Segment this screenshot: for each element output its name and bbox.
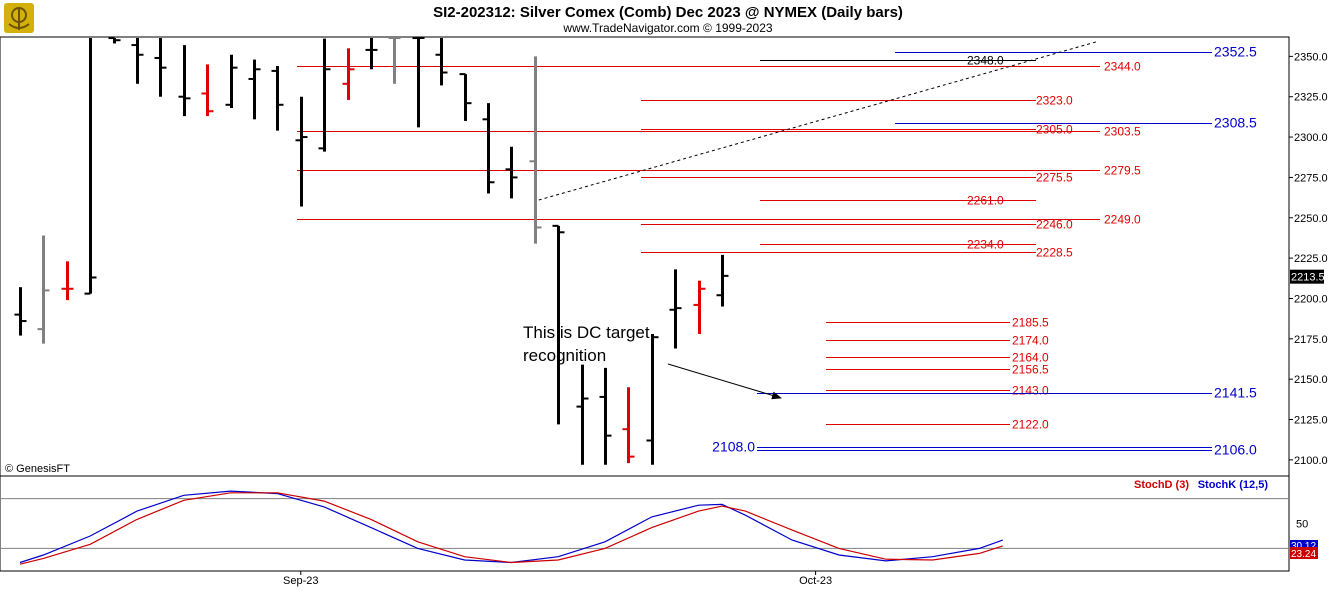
- price-axis-area: [1289, 37, 1336, 571]
- chart-subtitle: www.TradeNavigator.com © 1999-2023: [562, 21, 772, 35]
- ohlc-bar: [693, 280, 706, 334]
- level-label-2308.5: 2308.5: [1214, 115, 1257, 131]
- price-tick-label: 2275.0: [1294, 172, 1328, 184]
- last-price-badge: [1290, 269, 1324, 284]
- level-label-2141.5: 2141.5: [1214, 385, 1257, 401]
- level-label-2305.0: 2305.0: [1036, 123, 1073, 137]
- price-tick-label: 2125.0: [1294, 415, 1328, 427]
- ohlc-bar: [271, 66, 284, 131]
- level-label-2279.5: 2279.5: [1104, 164, 1141, 178]
- ohlc-bar: [131, 38, 144, 84]
- level-label-2143.0: 2143.0: [1012, 384, 1049, 398]
- stochd-value-label: 23.24: [1291, 549, 1316, 560]
- ohlc-bar: [365, 38, 378, 70]
- chart-title: SI2-202312: Silver Comex (Comb) Dec 2023…: [433, 4, 903, 21]
- ohlc-bar: [295, 96, 308, 207]
- level-label-2122.0: 2122.0: [1012, 418, 1049, 432]
- ohlc-bar: [505, 146, 518, 199]
- level-label-2275.5: 2275.5: [1036, 171, 1073, 185]
- price-tick-label: 2300.0: [1294, 132, 1328, 144]
- price-tick-label: 2200.0: [1294, 293, 1328, 305]
- level-label-2228.5: 2228.5: [1036, 246, 1073, 260]
- ohlc-bar: [576, 364, 589, 465]
- price-tick-label: 2100.0: [1294, 455, 1328, 467]
- stoch-tick-label: 50: [1296, 519, 1308, 531]
- stochd-value-badge: [1290, 547, 1318, 559]
- ohlc-bar: [108, 37, 121, 44]
- ohlc-bar: [37, 235, 50, 344]
- annotation-line-1: This is DC target: [523, 323, 650, 342]
- annotation-arrow: [667, 363, 782, 400]
- level-label-2352.5: 2352.5: [1214, 44, 1257, 60]
- ohlc-bar: [318, 38, 331, 152]
- watermark: © GenesisFT: [5, 463, 70, 475]
- level-label-2323.0: 2323.0: [1036, 94, 1073, 108]
- ohlc-bar: [459, 73, 472, 121]
- ohlc-bar: [716, 254, 729, 307]
- level-label-2249.0: 2249.0: [1104, 213, 1141, 227]
- price-tick-label: 2325.0: [1294, 92, 1328, 104]
- ohlc-bar: [599, 367, 612, 465]
- level-label-2234.0: 2234.0: [967, 238, 1004, 252]
- x-tick-label: Sep-23: [283, 575, 318, 587]
- stochk-line: [19, 490, 1004, 564]
- ohlc-bar: [248, 59, 261, 120]
- price-tick-label: 2150.0: [1294, 374, 1328, 386]
- ohlc-bar: [388, 37, 401, 84]
- ohlc-bar: [529, 56, 542, 244]
- price-tick-label: 2175.0: [1294, 334, 1328, 346]
- ohlc-bar: [552, 224, 565, 425]
- stochk-legend: StochK (12,5): [1198, 479, 1269, 491]
- last-price-label: 2213.5: [1291, 272, 1325, 284]
- ohlc-bar: [61, 261, 74, 301]
- x-tick-label: Oct-23: [799, 575, 832, 587]
- ohlc-bar: [178, 45, 191, 117]
- price-tick-label: 2250.0: [1294, 213, 1328, 225]
- level-label-2185.5: 2185.5: [1012, 316, 1049, 330]
- ohlc-bar: [84, 38, 97, 295]
- level-label-2106.0: 2106.0: [1214, 442, 1257, 458]
- ohlc-bar: [342, 48, 355, 100]
- level-label-2348.0: 2348.0: [967, 54, 1004, 68]
- trade-navigator-logo-icon: [4, 3, 34, 33]
- level-label-2156.5: 2156.5: [1012, 363, 1049, 377]
- ohlc-bar: [669, 269, 682, 349]
- stochk-value-label: 30.12: [1291, 541, 1316, 552]
- dotted-trendline: [538, 41, 1097, 201]
- stochd-line: [19, 492, 1003, 565]
- price-tick-label: 2350.0: [1294, 51, 1328, 63]
- stochastic-panel: [0, 475, 1290, 572]
- level-label-2174.0: 2174.0: [1012, 334, 1049, 348]
- level-label-2344.0: 2344.0: [1104, 60, 1141, 74]
- ohlc-bar: [154, 38, 167, 97]
- ohlc-bar: [482, 103, 495, 194]
- ohlc-bar: [622, 387, 635, 464]
- stochd-legend: StochD (3): [1134, 479, 1189, 491]
- level-label-2164.0: 2164.0: [1012, 351, 1049, 365]
- ohlc-bar: [201, 64, 214, 117]
- ohlc-bar: [412, 37, 425, 128]
- ohlc-bar: [646, 333, 659, 465]
- price-tick-label: 2225.0: [1294, 253, 1328, 265]
- annotation-line-2: recognition: [523, 346, 606, 365]
- ohlc-bar: [225, 54, 238, 109]
- ohlc-bar: [435, 38, 448, 86]
- level-label-2246.0: 2246.0: [1036, 218, 1073, 232]
- ohlc-bar: [14, 287, 27, 336]
- price-panel: [0, 36, 1290, 477]
- level-label-2261.0: 2261.0: [967, 194, 1004, 208]
- level-label-2108.0: 2108.0: [712, 439, 755, 455]
- level-label-2303.5: 2303.5: [1104, 125, 1141, 139]
- stochk-value-badge: [1290, 540, 1318, 551]
